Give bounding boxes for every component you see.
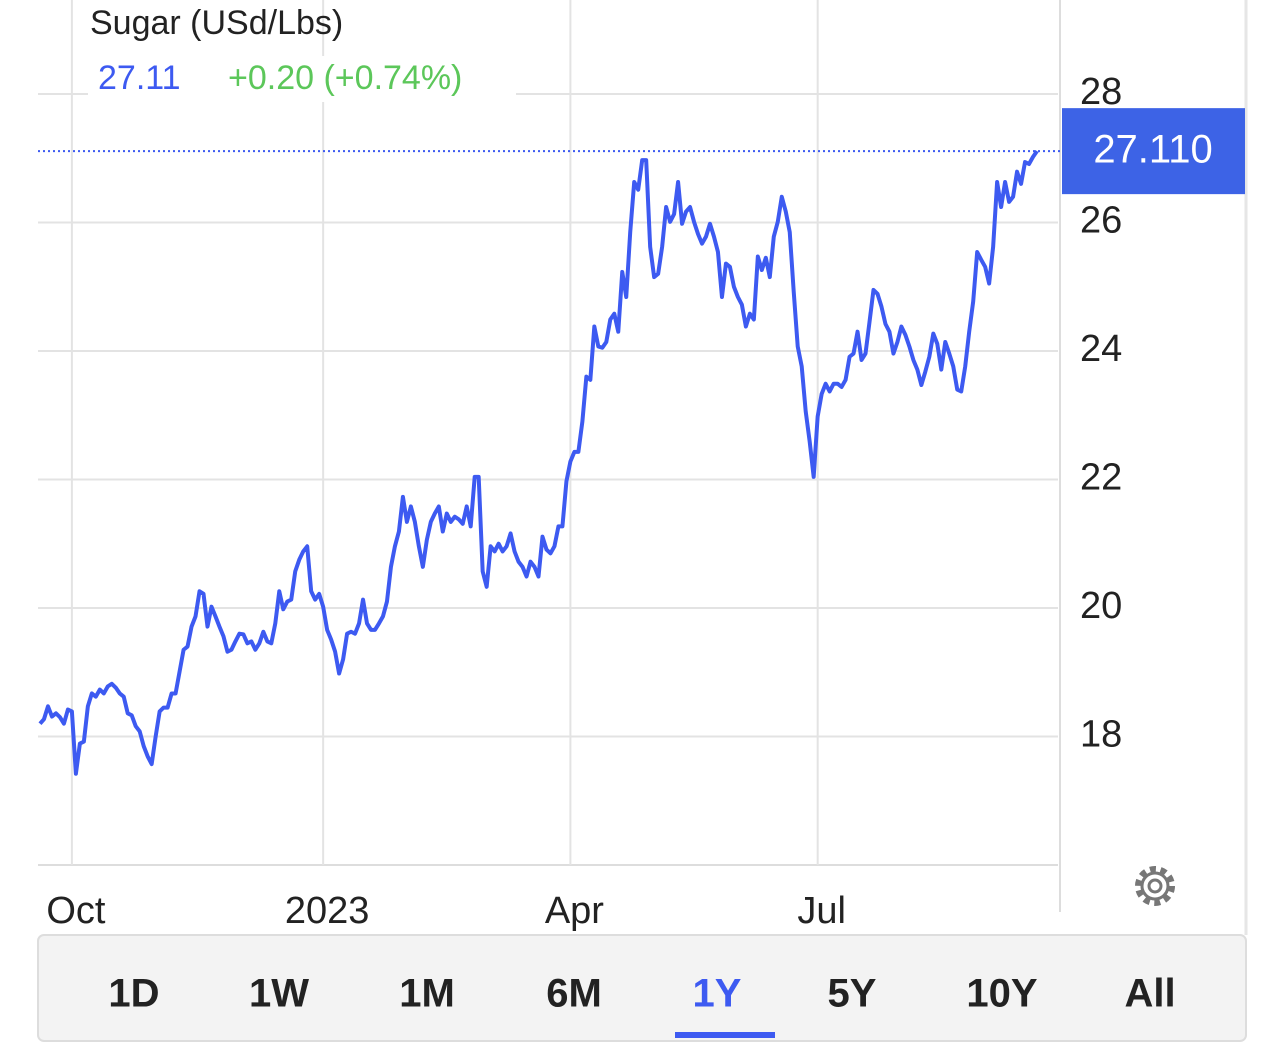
gear-teeth (1135, 866, 1175, 906)
price-change: +0.20 (+0.74%) (228, 59, 462, 97)
header-bg (88, 56, 516, 102)
range-button[interactable]: 1Y (693, 972, 742, 1016)
plot (38, 150, 1060, 776)
y-tick-label: 24 (1080, 328, 1122, 370)
range-bar (37, 934, 1247, 1042)
grid (38, 0, 1058, 866)
y-tick-label: 20 (1080, 585, 1122, 627)
x-tick-label: Jul (797, 890, 846, 932)
gear-hole (1147, 878, 1163, 894)
settings-icon[interactable] (1135, 866, 1175, 906)
y-tick-label: 26 (1080, 199, 1122, 241)
price-tag-label: 27.110 (1093, 128, 1212, 172)
range-button-underline (675, 1032, 775, 1038)
range-button[interactable]: 6M (546, 972, 602, 1016)
gear-body (1140, 871, 1170, 901)
range-button[interactable]: 1W (249, 972, 309, 1016)
range-button[interactable]: 5Y (828, 972, 877, 1016)
range-button[interactable]: All (1124, 972, 1175, 1016)
y-tick-label: 22 (1080, 457, 1122, 499)
price-tag (1062, 108, 1245, 195)
x-tick-label: Oct (46, 890, 106, 932)
chart-title: Sugar (USd/Lbs) (90, 4, 343, 42)
y-tick-label: 18 (1080, 714, 1122, 756)
price-line (38, 150, 1039, 776)
y-tick-label: 28 (1080, 71, 1122, 113)
x-tick-label: 2023 (285, 890, 370, 932)
range-button[interactable]: 10Y (966, 972, 1037, 1016)
range-buttons: 1D 1W 1M 6M 1Y 5Y 10Y All (108, 972, 1176, 1038)
x-tick-label: Apr (545, 890, 604, 932)
last-price: 27.11 (98, 59, 181, 97)
range-button[interactable]: 1D (108, 972, 159, 1016)
range-button[interactable]: 1M (399, 972, 455, 1016)
